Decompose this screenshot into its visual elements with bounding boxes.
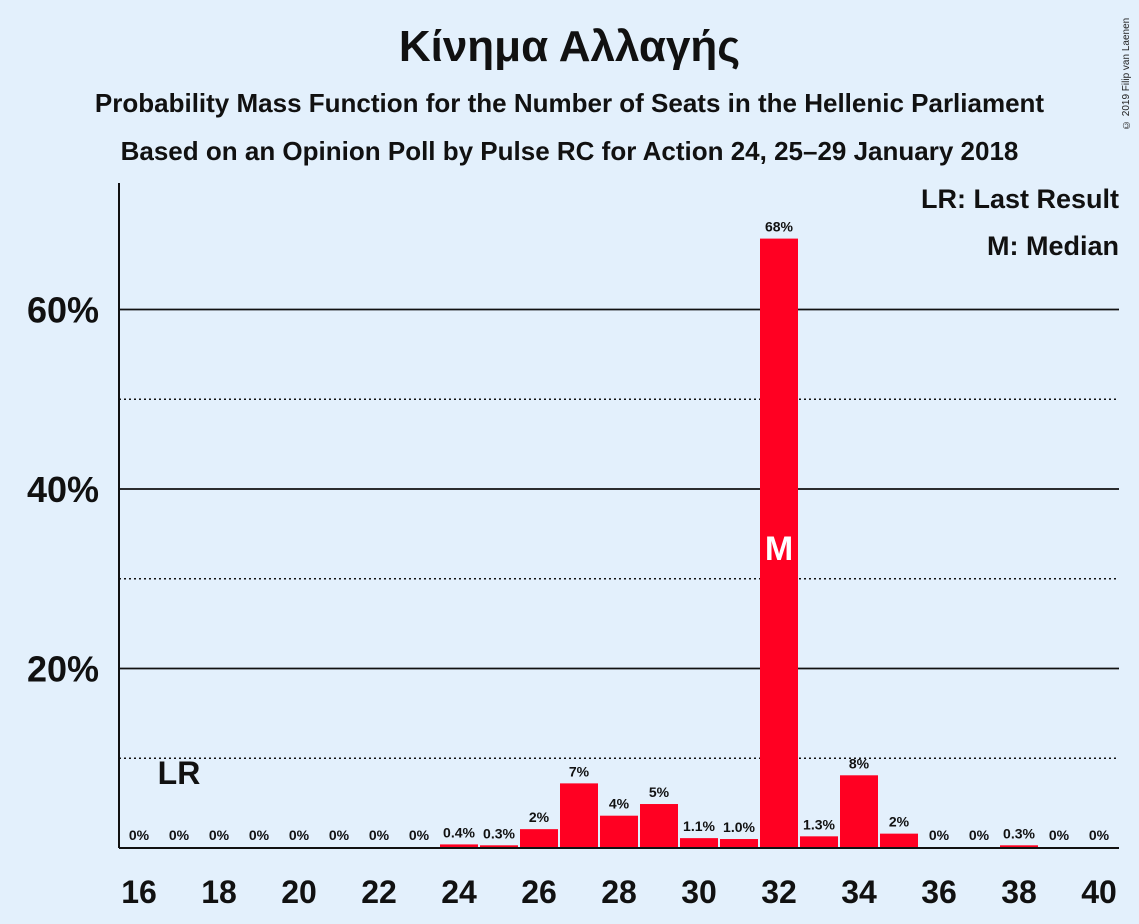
y-tick-label: 60%	[27, 290, 99, 331]
bars	[440, 238, 1038, 848]
last-result-marker: LR	[158, 755, 201, 791]
data-label: 0.3%	[1003, 825, 1035, 841]
data-labels: 0% 0% 0% 0% 0% 0% 0% 0% 0.4% 0.3% 2% 7% 4% 5% 1.1% 1.0%…	[129, 219, 1110, 843]
data-label: 2%	[529, 809, 550, 825]
data-label: 0%	[209, 827, 230, 843]
grid-lines	[119, 308, 1119, 759]
axes: 20% 40% 60% 16 18 20 22 24 26 28 30 32 34 36 38 40	[27, 183, 1119, 910]
x-tick-label: 24	[441, 874, 477, 910]
x-tick-label: 26	[521, 874, 557, 910]
chart-subtitle-source: Based on an Opinion Poll by Pulse RC for…	[120, 136, 1019, 166]
data-label: 5%	[649, 784, 670, 800]
x-tick-label: 32	[761, 874, 797, 910]
bar	[600, 815, 638, 848]
bar	[880, 833, 918, 848]
bar	[440, 844, 478, 848]
bar	[760, 238, 798, 848]
data-label: 1.0%	[723, 819, 755, 835]
data-label: 8%	[849, 755, 870, 771]
bar	[800, 836, 838, 848]
bar	[480, 845, 518, 848]
data-label: 0%	[249, 827, 270, 843]
x-tick-label: 22	[361, 874, 397, 910]
data-label: 1.1%	[683, 818, 715, 834]
data-label: 0%	[329, 827, 350, 843]
data-label: 0%	[1089, 827, 1110, 843]
median-marker: M	[765, 530, 793, 568]
bar	[640, 804, 678, 848]
x-tick-label: 40	[1081, 874, 1117, 910]
x-tick-label: 28	[601, 874, 637, 910]
chart-subtitle: Probability Mass Function for the Number…	[94, 88, 1045, 118]
y-tick-label: 40%	[27, 469, 99, 510]
bar	[560, 783, 598, 848]
data-label: 0%	[129, 827, 150, 843]
bar	[1000, 845, 1038, 848]
y-tick-label: 20%	[27, 649, 99, 690]
data-label: 0%	[409, 827, 430, 843]
bar	[680, 838, 718, 848]
x-tick-label: 38	[1001, 874, 1037, 910]
data-label: 0%	[1049, 827, 1070, 843]
chart-title: Κίνημα Αλλαγής	[398, 22, 741, 71]
data-label: 0%	[969, 827, 990, 843]
x-tick-label: 16	[121, 874, 157, 910]
data-label: 0%	[369, 827, 390, 843]
legend-median: M: Median	[987, 231, 1119, 261]
legend-last-result: LR: Last Result	[920, 184, 1119, 214]
bar	[520, 829, 558, 848]
x-tick-label: 36	[921, 874, 957, 910]
data-label: 7%	[569, 763, 590, 779]
bar	[840, 775, 878, 848]
data-label: 68%	[765, 219, 794, 235]
data-label: 0%	[289, 827, 310, 843]
x-tick-label: 18	[201, 874, 237, 910]
data-label: 2%	[889, 814, 910, 830]
bar	[720, 839, 758, 848]
data-label: 0.3%	[483, 825, 515, 841]
data-label: 4%	[609, 796, 630, 812]
data-label: 0%	[929, 827, 950, 843]
x-tick-label: 34	[841, 874, 877, 910]
x-tick-label: 30	[681, 874, 717, 910]
data-label: 1.3%	[803, 816, 835, 832]
data-label: 0%	[169, 827, 190, 843]
x-tick-label: 20	[281, 874, 317, 910]
data-label: 0.4%	[443, 824, 475, 840]
